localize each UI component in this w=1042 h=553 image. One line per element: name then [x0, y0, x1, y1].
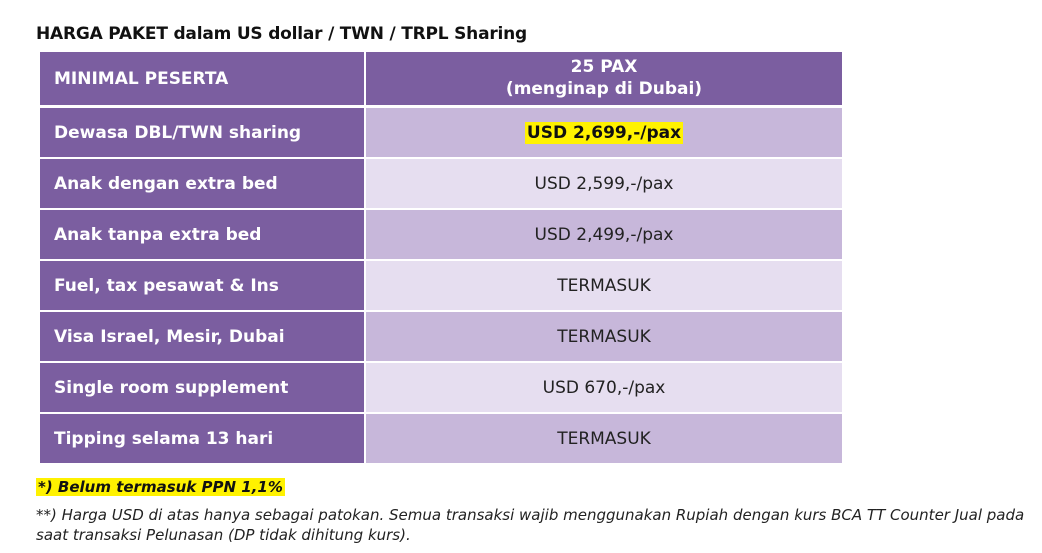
header-stay-note: (menginap di Dubai) — [505, 78, 703, 99]
table-row: Dewasa DBL/TWN sharing USD 2,699,-/pax — [40, 108, 842, 159]
table-header-row: MINIMAL PESERTA 25 PAX (menginap di Duba… — [40, 52, 842, 108]
row-value: USD 2,599,-/pax — [366, 159, 842, 210]
row-value: TERMASUK — [366, 414, 842, 465]
row-label: Tipping selama 13 hari — [40, 414, 366, 465]
row-label: Single room supplement — [40, 363, 366, 414]
page-title: HARGA PAKET dalam US dollar / TWN / TRPL… — [36, 24, 528, 44]
header-value-cell: 25 PAX (menginap di Dubai) — [366, 52, 842, 108]
row-value: TERMASUK — [366, 261, 842, 312]
price-table: MINIMAL PESERTA 25 PAX (menginap di Duba… — [40, 52, 842, 465]
row-value-cell: USD 2,699,-/pax — [366, 108, 842, 159]
usd-rate-note: **) Harga USD di atas hanya sebagai pato… — [36, 506, 1025, 544]
row-value: USD 2,499,-/pax — [366, 210, 842, 261]
row-label: Dewasa DBL/TWN sharing — [40, 108, 366, 159]
row-label: Fuel, tax pesawat & Ins — [40, 261, 366, 312]
ppn-note: *) Belum termasuk PPN 1,1% — [36, 478, 285, 496]
row-value-highlighted: USD 2,699,-/pax — [524, 121, 684, 144]
table-row: Tipping selama 13 hari TERMASUK — [40, 414, 842, 465]
table-row: Single room supplement USD 670,-/pax — [40, 363, 842, 414]
row-label: Anak tanpa extra bed — [40, 210, 366, 261]
table-row: Anak tanpa extra bed USD 2,499,-/pax — [40, 210, 842, 261]
table-row: Fuel, tax pesawat & Ins TERMASUK — [40, 261, 842, 312]
row-label: Visa Israel, Mesir, Dubai — [40, 312, 366, 363]
table-row: Anak dengan extra bed USD 2,599,-/pax — [40, 159, 842, 210]
row-value: TERMASUK — [366, 312, 842, 363]
header-label-cell: MINIMAL PESERTA — [40, 52, 366, 108]
row-value: USD 670,-/pax — [366, 363, 842, 414]
header-pax-count: 25 PAX — [570, 57, 638, 78]
table-row: Visa Israel, Mesir, Dubai TERMASUK — [40, 312, 842, 363]
row-label: Anak dengan extra bed — [40, 159, 366, 210]
